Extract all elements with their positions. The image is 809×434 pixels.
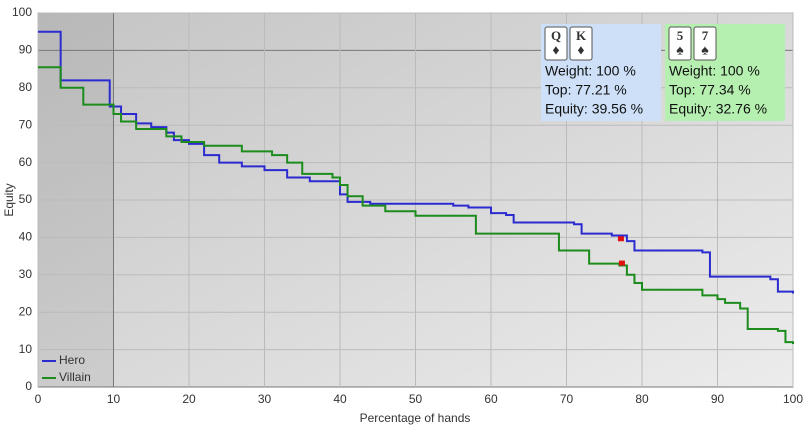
info-line: Weight: 100 % <box>545 63 636 79</box>
top-marker <box>618 260 625 266</box>
series-line <box>38 66 794 344</box>
card-rank: K <box>576 28 587 43</box>
card <box>569 26 593 61</box>
card-rank: Q <box>551 28 561 43</box>
card <box>544 26 568 61</box>
y-tick-label: 30 <box>19 267 33 281</box>
info-line: Equity: 39.56 % <box>545 101 643 117</box>
card <box>668 26 692 61</box>
x-tick-label: 60 <box>484 392 498 406</box>
x-tick-label: 0 <box>35 392 42 406</box>
card-suit: ♠ <box>701 42 709 58</box>
top-marker <box>617 236 624 242</box>
y-tick-label: 0 <box>25 379 32 393</box>
x-tick-label: 80 <box>635 392 649 406</box>
x-tick-label: 50 <box>409 392 423 406</box>
y-tick-label: 100 <box>12 5 32 19</box>
x-tick-label: 40 <box>333 392 347 406</box>
legend-label: Villain <box>59 370 91 384</box>
y-tick-label: 70 <box>19 117 33 131</box>
x-tick-label: 70 <box>560 392 574 406</box>
x-tick-label: 90 <box>711 392 725 406</box>
series-line <box>38 30 794 294</box>
y-tick-label: 50 <box>19 192 33 206</box>
info-line: Top: 77.34 % <box>669 82 751 98</box>
y-tick-label: 90 <box>19 43 33 57</box>
legend-label: Hero <box>59 353 85 367</box>
info-line: Top: 77.21 % <box>545 82 627 98</box>
y-axis-label: Equity <box>2 183 16 216</box>
card-suit: ♦ <box>577 42 584 58</box>
y-tick-label: 80 <box>19 80 33 94</box>
x-tick-label: 20 <box>182 392 196 406</box>
card-rank: 5 <box>677 28 684 43</box>
card-suit: ♦ <box>552 42 559 58</box>
y-tick-label: 10 <box>19 342 33 356</box>
card-suit: ♠ <box>676 42 684 58</box>
info-line: Equity: 32.76 % <box>669 101 767 117</box>
x-tick-label: 30 <box>258 392 272 406</box>
card <box>693 26 717 61</box>
x-axis-label: Percentage of hands <box>360 411 471 425</box>
x-tick-label: 10 <box>107 392 121 406</box>
info-line: Weight: 100 % <box>669 63 760 79</box>
y-tick-label: 60 <box>19 155 33 169</box>
card-rank: 7 <box>702 28 709 43</box>
y-tick-label: 40 <box>19 230 33 244</box>
y-tick-label: 20 <box>19 304 33 318</box>
x-tick-label: 100 <box>783 392 803 406</box>
